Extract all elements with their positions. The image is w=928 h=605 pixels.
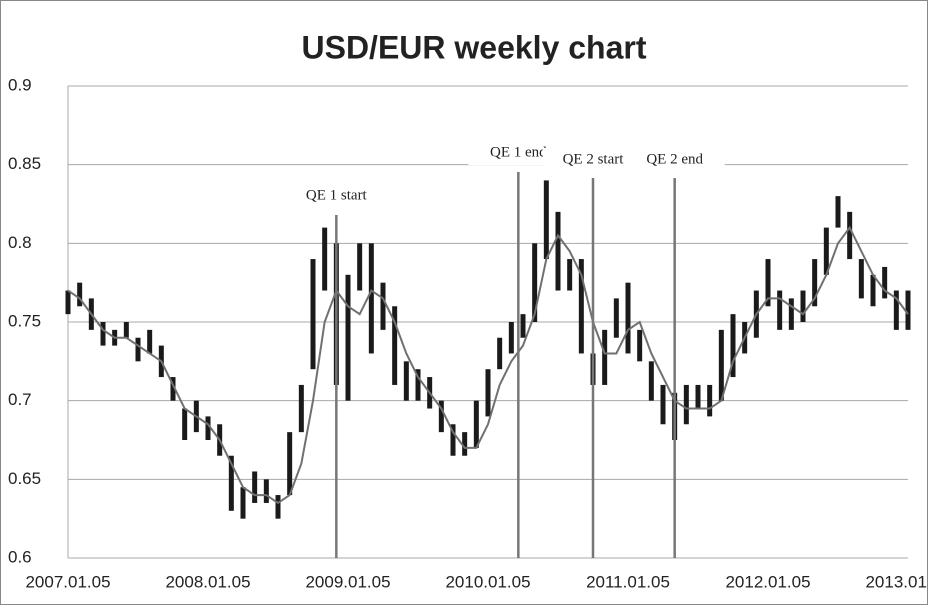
price-bar <box>287 432 293 496</box>
x-tick-label: 2012.01.05 <box>725 572 810 591</box>
price-bar <box>788 298 794 330</box>
annotation-bg <box>624 148 725 172</box>
price-bar <box>812 259 818 307</box>
price-bar <box>263 479 269 503</box>
price-bar <box>252 471 258 503</box>
annotation-label: QE 1 end <box>490 144 547 160</box>
price-bar <box>450 424 456 456</box>
price-bar <box>777 290 783 330</box>
price-bar <box>870 274 876 307</box>
price-bar <box>298 384 304 433</box>
price-bar <box>368 243 374 354</box>
y-tick-label: 0.75 <box>8 311 41 330</box>
y-tick-label: 0.7 <box>8 390 32 409</box>
price-bar <box>228 455 234 511</box>
chart-title: USD/EUR weekly chart <box>301 29 646 65</box>
price-bar <box>77 282 83 307</box>
price-bar <box>100 322 106 346</box>
annotation-label: QE 2 end <box>646 151 703 167</box>
price-bar <box>135 337 141 362</box>
price-bar <box>555 211 561 291</box>
x-tick-label: 2010.01.05 <box>445 572 530 591</box>
price-bar <box>438 400 444 433</box>
x-tick-label: 2011.01.05 <box>586 572 670 591</box>
price-bar <box>508 322 514 354</box>
price-bar <box>240 487 246 519</box>
price-bar <box>800 290 806 322</box>
price-bar <box>415 369 421 401</box>
price-bar <box>485 369 491 417</box>
price-bar <box>602 329 608 385</box>
price-bar <box>392 306 398 385</box>
price-bar <box>730 314 736 378</box>
price-bar <box>205 416 211 440</box>
price-bar <box>625 282 631 354</box>
moving-average-line <box>67 225 909 505</box>
price-bar <box>473 400 479 448</box>
price-bar <box>567 259 573 291</box>
x-tick-label: 2009.01.05 <box>305 572 390 591</box>
price-bar <box>497 337 503 370</box>
price-bar <box>65 290 71 315</box>
price-bar <box>648 361 654 401</box>
price-bar <box>520 314 526 338</box>
price-bar <box>123 322 129 338</box>
price-bar <box>403 361 409 401</box>
price-bar <box>462 432 468 456</box>
y-tick-label: 0.9 <box>8 75 32 94</box>
y-tick-label: 0.65 <box>8 469 41 488</box>
price-bar <box>905 290 911 330</box>
price-bar <box>322 227 328 291</box>
price-bar <box>637 329 643 362</box>
price-bar <box>858 259 864 299</box>
x-tick-label: 2008.01.05 <box>165 572 250 591</box>
y-tick-label: 0.6 <box>8 547 32 566</box>
price-bar <box>882 266 888 299</box>
price-bar <box>147 329 153 354</box>
x-tick-label: 2007.01.05 <box>25 572 110 591</box>
price-bar <box>718 329 724 401</box>
price-bar <box>578 259 584 354</box>
price-bar <box>695 384 701 409</box>
annotation-label: QE 1 start <box>306 187 368 203</box>
price-bar <box>893 290 899 330</box>
price-bar <box>532 243 538 322</box>
price-bar <box>660 384 666 425</box>
x-tick-label: 2013.01.05 <box>865 572 928 591</box>
price-bar <box>847 211 853 260</box>
price-bar <box>275 495 281 519</box>
price-bar <box>310 259 316 370</box>
price-bar <box>707 384 713 417</box>
price-bar <box>835 196 841 228</box>
price-bar <box>380 282 386 330</box>
price-bar <box>765 259 771 307</box>
annotation-bg <box>286 184 387 208</box>
annotation-label: QE 2 start <box>563 151 625 167</box>
price-bar <box>357 243 363 291</box>
price-bar <box>823 227 829 275</box>
price-bar <box>613 298 619 338</box>
price-bar <box>345 274 351 401</box>
price-bar <box>683 384 689 425</box>
y-tick-label: 0.8 <box>8 233 32 252</box>
y-tick-label: 0.85 <box>8 154 41 173</box>
price-bar <box>543 180 549 260</box>
price-bar <box>182 408 188 440</box>
price-bar <box>170 377 176 401</box>
